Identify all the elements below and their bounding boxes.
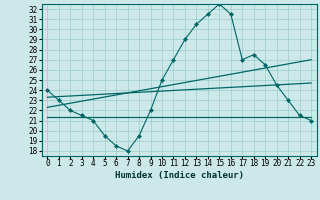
X-axis label: Humidex (Indice chaleur): Humidex (Indice chaleur): [115, 171, 244, 180]
